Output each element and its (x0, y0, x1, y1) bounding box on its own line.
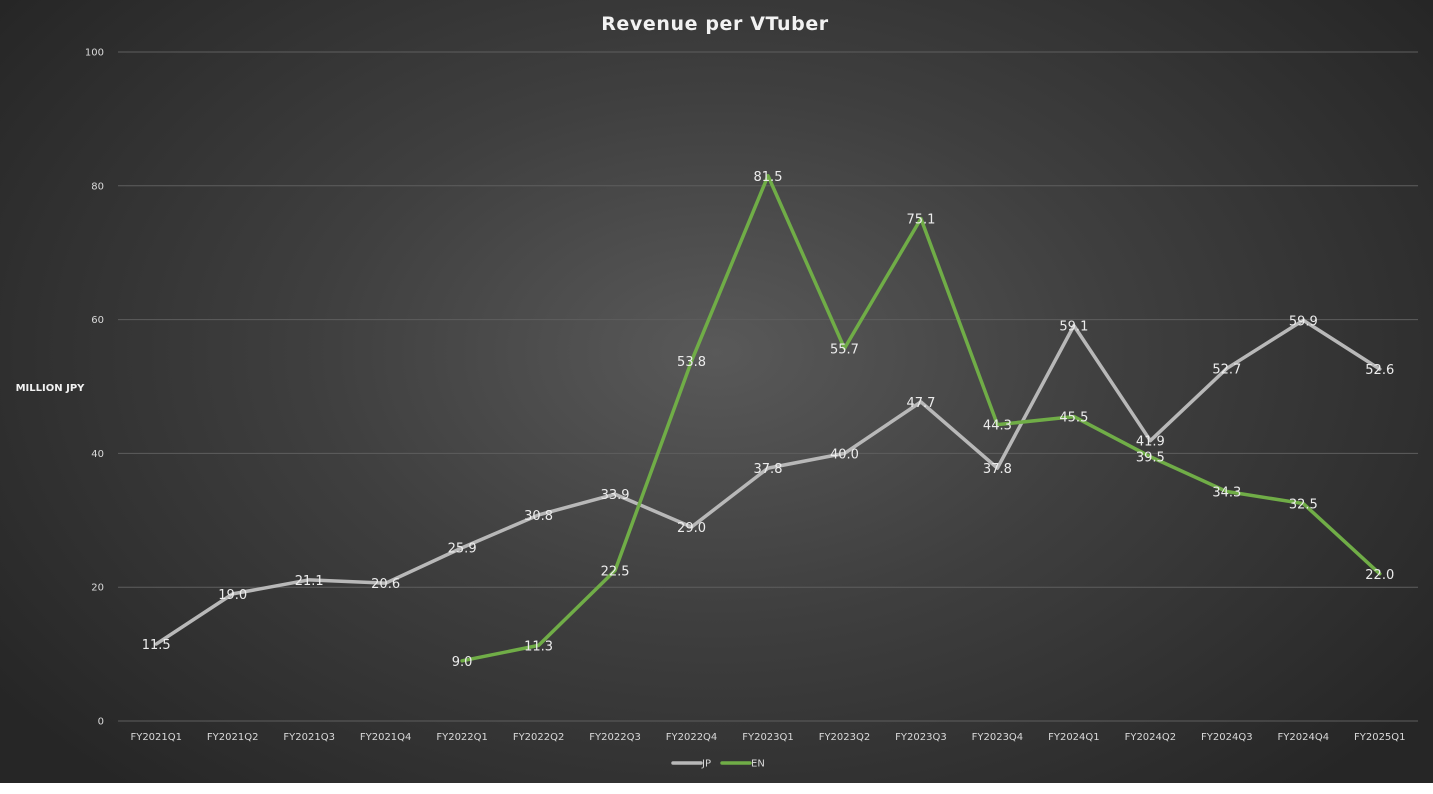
x-tick-label: FY2023Q1 (742, 732, 794, 743)
y-tick-label: 40 (91, 449, 104, 460)
data-label-en: 32.5 (1289, 498, 1318, 513)
data-label-jp: 47.7 (906, 396, 935, 411)
x-tick-label: FY2025Q1 (1354, 732, 1406, 743)
data-label-en: 22.5 (601, 564, 630, 579)
x-tick-label: FY2022Q4 (666, 732, 718, 743)
data-label-jp: 30.8 (524, 509, 553, 524)
data-label-jp: 20.6 (371, 577, 400, 592)
chart-title: Revenue per VTuber (601, 13, 829, 35)
x-tick-label: FY2023Q2 (819, 732, 871, 743)
data-label-en: 53.8 (677, 355, 706, 370)
y-tick-label: 80 (91, 181, 104, 192)
data-label-jp: 41.9 (1136, 435, 1165, 450)
data-label-en: 9.0 (452, 655, 473, 670)
data-label-jp: 11.5 (142, 638, 171, 653)
gridlines (118, 51, 1418, 722)
series-line-en (460, 174, 1382, 663)
y-tick-labels: 0 20 40 60 80 100 (85, 48, 104, 728)
y-tick-label: 100 (85, 48, 104, 59)
data-label-jp: 19.0 (218, 588, 247, 603)
x-tick-label: FY2022Q1 (436, 732, 488, 743)
data-label-jp: 29.0 (677, 521, 706, 536)
data-label-en: 22.0 (1365, 568, 1394, 583)
data-label-jp: 21.1 (295, 574, 324, 589)
data-label-jp: 37.8 (983, 462, 1012, 477)
legend: JP EN (671, 759, 765, 770)
data-label-jp: 25.9 (448, 542, 477, 557)
data-label-en: 39.5 (1136, 451, 1165, 466)
series-line-jp (154, 318, 1382, 646)
y-tick-label: 60 (91, 315, 104, 326)
x-tick-labels: FY2021Q1 FY2021Q2 FY2021Q3 FY2021Q4 FY2022Q1… (130, 732, 1405, 743)
data-label-jp: 37.8 (754, 462, 783, 477)
data-label-en: 45.5 (1059, 411, 1088, 426)
data-label-en: 34.3 (1212, 486, 1241, 501)
x-tick-label: FY2024Q2 (1125, 732, 1177, 743)
y-axis-label: MILLION JPY (16, 383, 86, 394)
data-label-en: 55.7 (830, 342, 859, 357)
x-tick-label: FY2024Q3 (1201, 732, 1253, 743)
data-label-jp: 52.7 (1212, 362, 1241, 377)
x-tick-label: FY2024Q1 (1048, 732, 1100, 743)
x-tick-label: FY2022Q2 (513, 732, 565, 743)
x-tick-label: FY2021Q3 (283, 732, 335, 743)
data-label-jp: 59.1 (1059, 320, 1088, 335)
x-tick-label: FY2022Q3 (589, 732, 641, 743)
legend-label-en: EN (751, 759, 765, 770)
x-tick-label: FY2021Q1 (130, 732, 182, 743)
data-label-jp: 40.0 (830, 447, 859, 462)
data-label-jp: 52.6 (1365, 363, 1394, 378)
x-tick-label: FY2024Q4 (1278, 732, 1330, 743)
x-tick-label: FY2023Q4 (972, 732, 1024, 743)
series-lines (154, 174, 1382, 663)
legend-label-jp: JP (701, 759, 711, 770)
data-label-jp: 59.9 (1289, 314, 1318, 329)
data-label-en: 44.3 (983, 419, 1012, 434)
y-tick-label: 20 (91, 583, 104, 594)
y-tick-label: 0 (98, 717, 104, 728)
data-label-en: 81.5 (754, 170, 783, 185)
data-labels: 11.5 19.0 21.1 20.6 25.9 30.8 33.9 29.0 37.8 40.0… (142, 170, 1394, 670)
x-tick-label: FY2021Q4 (360, 732, 412, 743)
x-tick-label: FY2021Q2 (207, 732, 259, 743)
data-label-en: 75.1 (906, 213, 935, 228)
x-tick-label: FY2023Q3 (895, 732, 947, 743)
data-label-en: 11.3 (524, 639, 553, 654)
data-label-jp: 33.9 (601, 488, 630, 503)
